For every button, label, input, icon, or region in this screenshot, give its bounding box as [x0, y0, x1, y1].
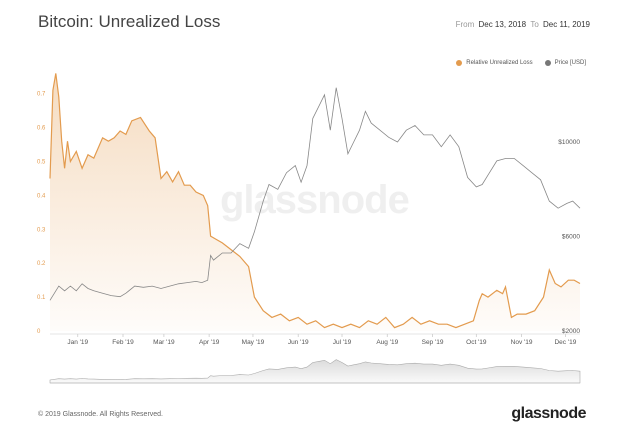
legend-dot-price — [544, 60, 551, 66]
legend-dot-loss — [456, 60, 463, 66]
x-tick-label: Oct '19 — [466, 339, 487, 346]
x-tick-label: May '19 — [242, 339, 265, 346]
legend-label-price: Price [USD] — [554, 60, 586, 66]
x-tick-label: Aug '19 — [376, 339, 398, 346]
x-tick-label: Nov '19 — [511, 339, 533, 346]
navigator-area — [49, 359, 581, 384]
x-tick-label: Sep '19 — [422, 339, 444, 346]
loss-line — [49, 73, 581, 329]
y-left-tick: 0.4 — [37, 193, 46, 199]
x-tick-label: Jul '19 — [333, 339, 352, 346]
copyright: © 2019 Glassnode. All Rights Reserved. — [38, 411, 164, 418]
legend-label-loss: Relative Unrealized Loss — [466, 60, 533, 66]
x-tick-label: Mar '19 — [153, 339, 175, 346]
x-tick-label: Dec '19 — [554, 339, 576, 346]
y-right-tick: $6000 — [562, 234, 580, 241]
y-left-tick: 0.1 — [37, 295, 46, 301]
footer-logo[interactable]: glassnode — [511, 405, 586, 422]
y-left-tick: 0.3 — [37, 227, 46, 233]
y-left-tick: 0.7 — [37, 92, 46, 98]
legend-item-loss[interactable]: Relative Unrealized Loss — [456, 60, 533, 66]
y-left-tick: 0.5 — [37, 160, 46, 166]
from-date[interactable]: Dec 13, 2018 — [478, 20, 527, 29]
price-line — [49, 87, 581, 301]
legend: Relative Unrealized Loss Price [USD] — [456, 60, 586, 66]
x-tick-label: Feb '19 — [112, 339, 134, 346]
to-date[interactable]: Dec 11, 2019 — [543, 20, 590, 29]
x-tick-label: Jan '19 — [67, 339, 88, 346]
watermark: glassnode — [220, 178, 410, 222]
y-left-tick: 0.6 — [37, 126, 46, 132]
date-range: From Dec 13, 2018 To Dec 11, 2019 — [454, 20, 590, 29]
from-label: From — [455, 20, 475, 29]
y-right-tick: $2000 — [562, 328, 580, 335]
x-tick-label: Apr '19 — [199, 339, 220, 346]
page-title: Bitcoin: Unrealized Loss — [38, 12, 221, 31]
y-left-tick: 0 — [37, 329, 41, 335]
legend-item-price[interactable]: Price [USD] — [544, 60, 586, 66]
y-right-tick: $10000 — [558, 139, 580, 146]
to-label: To — [530, 20, 539, 29]
loss-area — [50, 73, 580, 332]
x-tick-label: Jun '19 — [288, 339, 309, 346]
y-left-tick: 0.2 — [37, 261, 46, 267]
